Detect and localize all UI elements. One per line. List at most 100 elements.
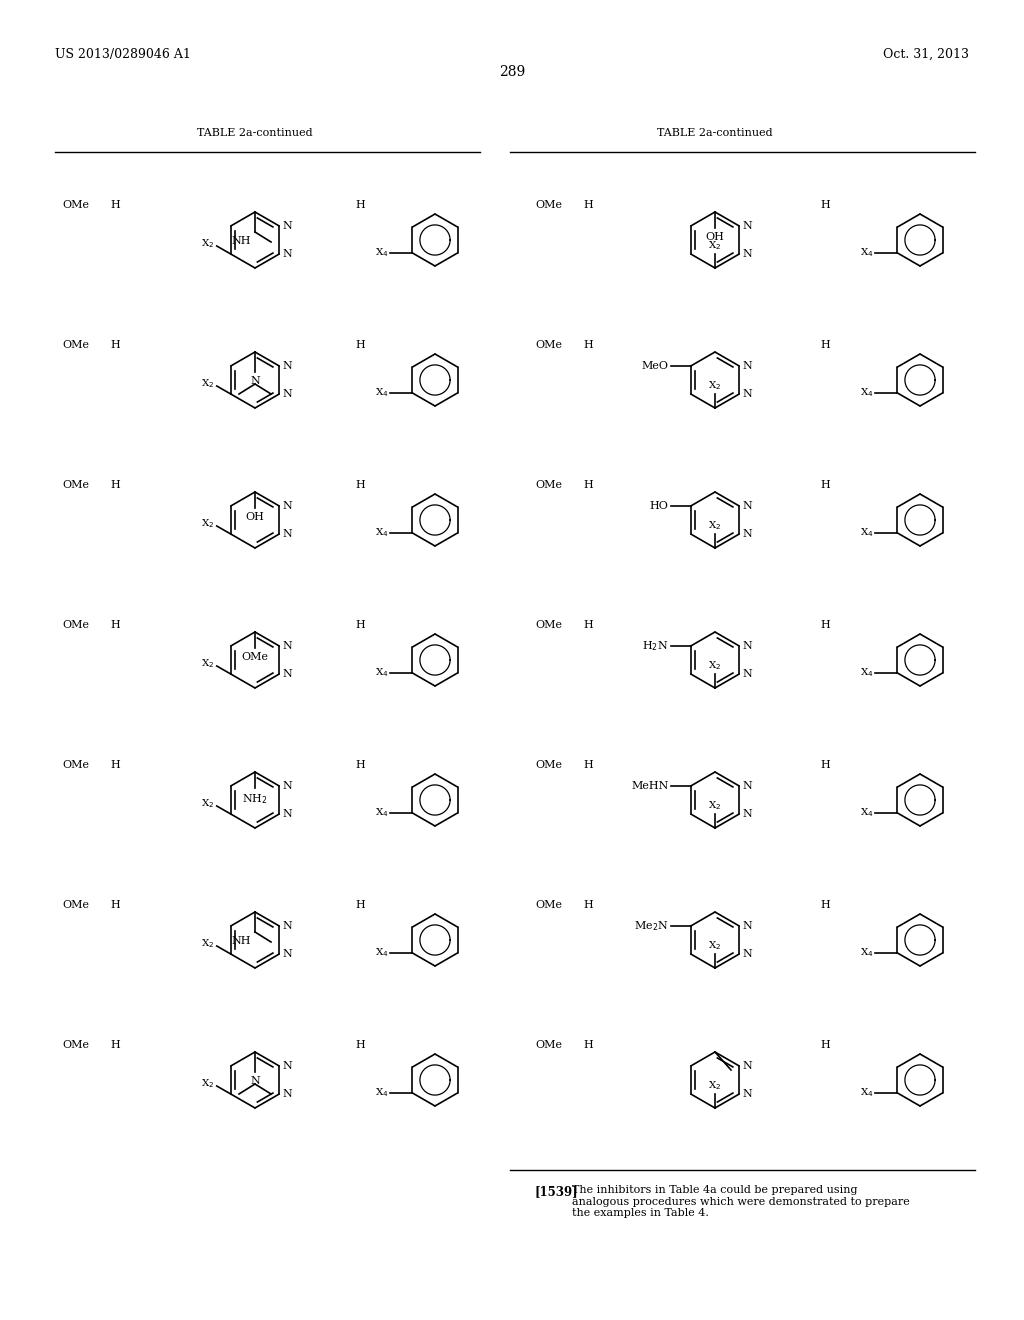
- Text: OMe: OMe: [535, 760, 562, 770]
- Text: H: H: [820, 760, 829, 770]
- Text: X$_2$: X$_2$: [202, 378, 215, 391]
- Text: X$_2$: X$_2$: [709, 519, 722, 532]
- Text: X$_4$: X$_4$: [375, 667, 388, 680]
- Text: H: H: [110, 480, 120, 490]
- Text: H: H: [110, 900, 120, 909]
- Text: X$_2$: X$_2$: [202, 238, 215, 251]
- Text: H: H: [583, 341, 593, 350]
- Text: H: H: [355, 760, 365, 770]
- Text: N: N: [283, 1089, 292, 1100]
- Text: N: N: [742, 249, 752, 259]
- Text: H: H: [355, 480, 365, 490]
- Text: N: N: [283, 529, 292, 539]
- Text: H: H: [820, 480, 829, 490]
- Text: NH$_2$: NH$_2$: [242, 792, 268, 805]
- Text: H: H: [110, 341, 120, 350]
- Text: 289: 289: [499, 65, 525, 79]
- Text: MeO: MeO: [642, 360, 669, 371]
- Text: X$_2$: X$_2$: [709, 940, 722, 952]
- Text: N: N: [283, 389, 292, 399]
- Text: X$_2$: X$_2$: [202, 657, 215, 671]
- Text: X$_4$: X$_4$: [375, 1086, 388, 1100]
- Text: H: H: [355, 620, 365, 630]
- Text: OMe: OMe: [535, 900, 562, 909]
- Text: MeHN: MeHN: [632, 781, 669, 791]
- Text: OMe: OMe: [62, 201, 89, 210]
- Text: N: N: [283, 921, 292, 931]
- Text: N: N: [283, 1061, 292, 1071]
- Text: OMe: OMe: [62, 620, 89, 630]
- Text: H: H: [355, 341, 365, 350]
- Text: N: N: [283, 642, 292, 651]
- Text: The inhibitors in Table 4a could be prepared using
analogous procedures which we: The inhibitors in Table 4a could be prep…: [572, 1185, 909, 1218]
- Text: Oct. 31, 2013: Oct. 31, 2013: [883, 48, 969, 61]
- Text: H: H: [110, 620, 120, 630]
- Text: H: H: [820, 900, 829, 909]
- Text: X$_2$: X$_2$: [202, 1077, 215, 1090]
- Text: N: N: [742, 1061, 752, 1071]
- Text: N: N: [742, 220, 752, 231]
- Text: N: N: [742, 389, 752, 399]
- Text: OMe: OMe: [62, 1040, 89, 1049]
- Text: N: N: [283, 360, 292, 371]
- Text: OH: OH: [706, 232, 724, 242]
- Text: OMe: OMe: [62, 341, 89, 350]
- Text: N: N: [742, 502, 752, 511]
- Text: OH: OH: [246, 512, 264, 521]
- Text: H: H: [583, 480, 593, 490]
- Text: N: N: [283, 249, 292, 259]
- Text: H: H: [355, 201, 365, 210]
- Text: H: H: [355, 900, 365, 909]
- Text: N: N: [250, 1076, 260, 1086]
- Text: N: N: [742, 529, 752, 539]
- Text: OMe: OMe: [62, 760, 89, 770]
- Text: OMe: OMe: [535, 201, 562, 210]
- Text: X$_4$: X$_4$: [375, 527, 388, 540]
- Text: X$_4$: X$_4$: [860, 807, 873, 820]
- Text: H: H: [583, 201, 593, 210]
- Text: TABLE 2a-continued: TABLE 2a-continued: [198, 128, 312, 139]
- Text: H: H: [820, 341, 829, 350]
- Text: H: H: [583, 760, 593, 770]
- Text: N: N: [742, 360, 752, 371]
- Text: N: N: [742, 921, 752, 931]
- Text: TABLE 2a-continued: TABLE 2a-continued: [657, 128, 773, 139]
- Text: N: N: [742, 809, 752, 818]
- Text: X$_2$: X$_2$: [709, 379, 722, 392]
- Text: N: N: [283, 781, 292, 791]
- Text: N: N: [283, 669, 292, 678]
- Text: X$_2$: X$_2$: [202, 517, 215, 531]
- Text: H: H: [820, 201, 829, 210]
- Text: X$_2$: X$_2$: [202, 797, 215, 810]
- Text: N: N: [742, 1089, 752, 1100]
- Text: H: H: [583, 620, 593, 630]
- Text: X$_4$: X$_4$: [860, 247, 873, 260]
- Text: X$_4$: X$_4$: [375, 247, 388, 260]
- Text: N: N: [283, 809, 292, 818]
- Text: OMe: OMe: [535, 480, 562, 490]
- Text: X$_4$: X$_4$: [860, 387, 873, 400]
- Text: NH: NH: [231, 236, 251, 246]
- Text: N: N: [283, 949, 292, 960]
- Text: OMe: OMe: [62, 900, 89, 909]
- Text: X$_4$: X$_4$: [860, 527, 873, 540]
- Text: US 2013/0289046 A1: US 2013/0289046 A1: [55, 48, 190, 61]
- Text: X$_2$: X$_2$: [709, 659, 722, 672]
- Text: H: H: [355, 1040, 365, 1049]
- Text: N: N: [283, 220, 292, 231]
- Text: HO: HO: [650, 502, 669, 511]
- Text: OMe: OMe: [62, 480, 89, 490]
- Text: X$_2$: X$_2$: [709, 1080, 722, 1092]
- Text: H: H: [110, 201, 120, 210]
- Text: [1539]: [1539]: [535, 1185, 579, 1199]
- Text: N: N: [742, 781, 752, 791]
- Text: X$_4$: X$_4$: [375, 946, 388, 960]
- Text: X$_4$: X$_4$: [860, 946, 873, 960]
- Text: Me$_2$N: Me$_2$N: [634, 919, 669, 933]
- Text: X$_2$: X$_2$: [709, 239, 722, 252]
- Text: H: H: [110, 760, 120, 770]
- Text: H: H: [583, 900, 593, 909]
- Text: X$_2$: X$_2$: [709, 799, 722, 812]
- Text: X$_4$: X$_4$: [375, 387, 388, 400]
- Text: H: H: [820, 620, 829, 630]
